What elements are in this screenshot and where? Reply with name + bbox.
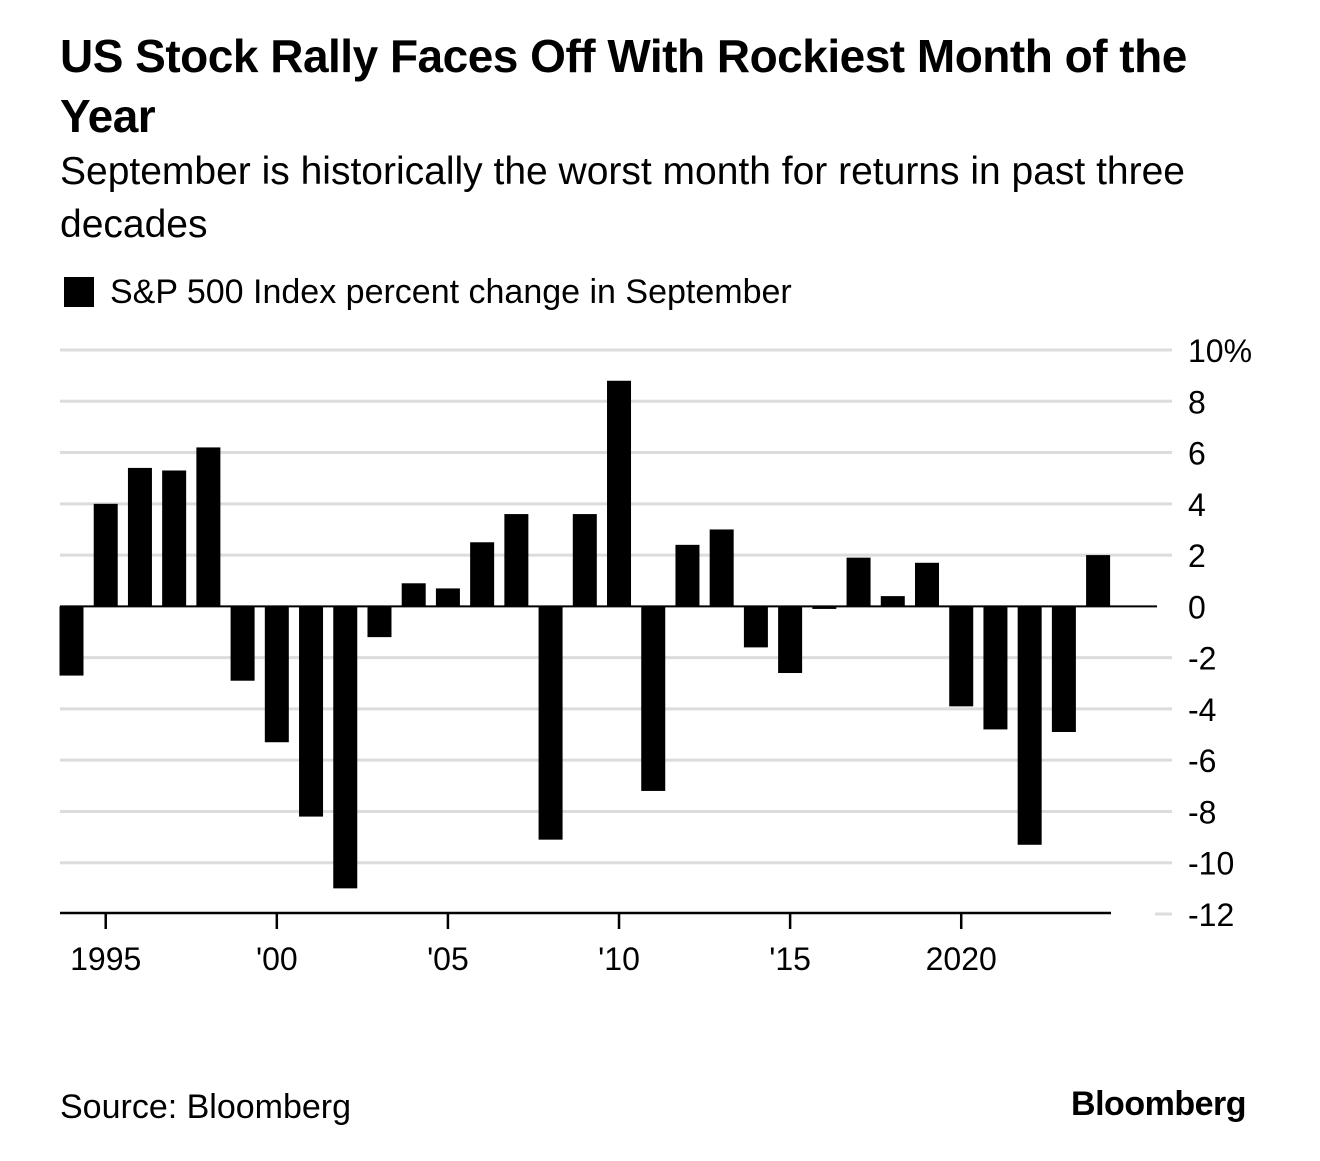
bar (93, 503, 118, 607)
bar (333, 606, 358, 889)
y-tick-label: 4 (1188, 487, 1206, 523)
bar (846, 557, 871, 607)
legend-label: S&P 500 Index percent change in Septembe… (110, 272, 792, 311)
bar (1086, 555, 1111, 607)
y-tick-label: -10 (1188, 846, 1234, 882)
y-tick-label: -8 (1188, 794, 1216, 830)
bar (709, 529, 734, 607)
y-tick-label: -6 (1188, 743, 1216, 779)
bar (1051, 606, 1076, 732)
bar (778, 606, 803, 674)
source-note: Source: Bloomberg (60, 1088, 352, 1126)
bar (401, 583, 426, 607)
y-tick-label: -2 (1188, 641, 1216, 677)
y-tick-label: -4 (1188, 692, 1216, 728)
bar (504, 514, 529, 607)
legend-swatch (64, 277, 94, 307)
x-tick-label: '05 (427, 941, 469, 977)
y-tick-label: 8 (1188, 384, 1206, 420)
y-tick-label: 10% (1188, 333, 1252, 369)
x-tick-label: '15 (769, 941, 811, 977)
bar (127, 467, 152, 607)
bar (607, 380, 632, 607)
bar (915, 562, 939, 607)
bar (641, 606, 666, 791)
bar (59, 606, 84, 676)
bloomberg-logo: Bloomberg (1071, 1085, 1246, 1123)
x-tick-label: '00 (256, 941, 298, 977)
bar-chart: 10% 8 6 4 2 0 -2 -4 -6 -8 -10 -12 1995 '00 '05 '10 '15 20… (59, 333, 1252, 977)
bar (812, 606, 837, 609)
y-tick-label: 6 (1188, 436, 1206, 472)
bar (470, 542, 495, 607)
bar (435, 588, 460, 607)
bar (264, 606, 289, 743)
bar (880, 596, 905, 607)
bar (230, 606, 255, 681)
bar (743, 606, 768, 648)
bar (538, 606, 563, 840)
y-tick-label: 0 (1188, 589, 1206, 625)
chart-title: US Stock Rally Faces Off With Rockiest M… (60, 30, 1187, 142)
bar (572, 514, 597, 607)
y-tick-label: 2 (1188, 538, 1206, 574)
chart-subtitle: September is historically the worst mont… (60, 150, 1185, 246)
bar (1017, 606, 1042, 845)
x-tick-label: 1995 (70, 941, 141, 977)
bar (196, 447, 221, 607)
legend: S&P 500 Index percent change in Septembe… (64, 270, 792, 314)
bar (675, 544, 700, 607)
x-tick-label: 2020 (926, 941, 997, 977)
bar (162, 470, 187, 607)
y-tick-label: -12 (1188, 897, 1234, 933)
bar (367, 606, 392, 638)
bar (949, 606, 974, 707)
bar (983, 606, 1008, 730)
bar (299, 606, 324, 817)
x-tick-label: '10 (598, 941, 640, 977)
